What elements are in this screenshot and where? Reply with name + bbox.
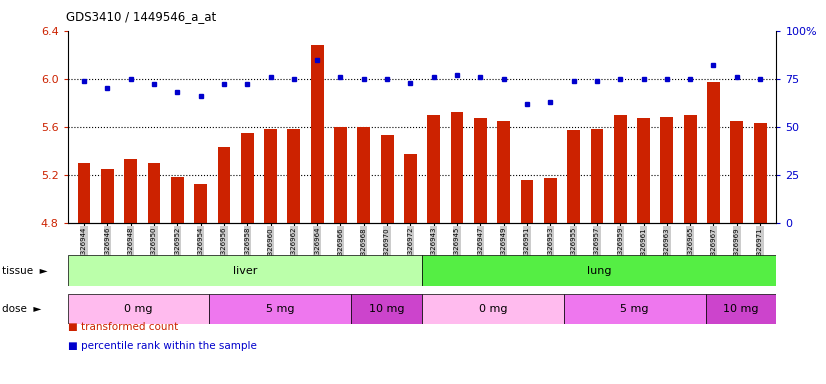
Bar: [614, 115, 627, 223]
Bar: [684, 115, 696, 223]
Text: lung: lung: [587, 266, 611, 276]
Bar: [451, 113, 463, 223]
Bar: [241, 133, 254, 223]
Bar: [753, 123, 767, 223]
Bar: [591, 129, 603, 223]
Bar: [210, 294, 351, 324]
Text: 0 mg: 0 mg: [125, 304, 153, 314]
Bar: [544, 178, 557, 223]
Bar: [564, 294, 705, 324]
Text: 10 mg: 10 mg: [369, 304, 405, 314]
Bar: [124, 159, 137, 223]
Bar: [422, 294, 564, 324]
Text: 10 mg: 10 mg: [724, 304, 759, 314]
Bar: [567, 130, 580, 223]
Text: 5 mg: 5 mg: [266, 304, 295, 314]
Bar: [171, 177, 183, 223]
Text: dose  ►: dose ►: [2, 304, 41, 314]
Text: 0 mg: 0 mg: [479, 304, 507, 314]
Bar: [497, 121, 510, 223]
Text: tissue  ►: tissue ►: [2, 266, 47, 276]
Text: ■ transformed count: ■ transformed count: [68, 322, 178, 332]
Bar: [217, 147, 230, 223]
Bar: [68, 255, 422, 286]
Bar: [520, 180, 534, 223]
Bar: [148, 163, 160, 223]
Bar: [730, 121, 743, 223]
Bar: [78, 163, 91, 223]
Bar: [474, 118, 487, 223]
Text: ■ percentile rank within the sample: ■ percentile rank within the sample: [68, 341, 257, 351]
Bar: [707, 82, 720, 223]
Text: liver: liver: [233, 266, 257, 276]
Bar: [351, 294, 422, 324]
Bar: [334, 127, 347, 223]
Bar: [358, 127, 370, 223]
Bar: [637, 118, 650, 223]
Bar: [705, 294, 776, 324]
Text: GDS3410 / 1449546_a_at: GDS3410 / 1449546_a_at: [66, 10, 216, 23]
Bar: [404, 154, 417, 223]
Bar: [287, 129, 301, 223]
Bar: [264, 129, 277, 223]
Bar: [194, 184, 207, 223]
Bar: [661, 117, 673, 223]
Bar: [381, 135, 393, 223]
Bar: [101, 169, 114, 223]
Bar: [311, 45, 324, 223]
Bar: [422, 255, 776, 286]
Text: 5 mg: 5 mg: [620, 304, 649, 314]
Bar: [68, 294, 210, 324]
Bar: [427, 115, 440, 223]
